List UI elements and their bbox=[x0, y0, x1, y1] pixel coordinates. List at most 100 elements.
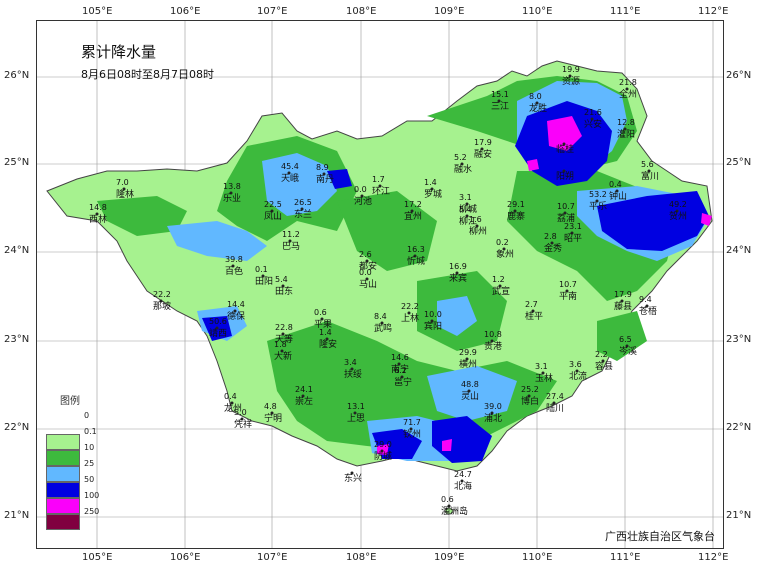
place-name: 浦北 bbox=[484, 414, 503, 424]
rainfall-value: 39.8 bbox=[225, 255, 243, 264]
place-name: 全州 bbox=[619, 90, 638, 100]
legend-item: 10 bbox=[46, 443, 116, 466]
lat-tick-label: 24°N bbox=[726, 245, 752, 256]
legend-value: 0.1 bbox=[84, 427, 97, 436]
place-name: 大新 bbox=[274, 352, 293, 362]
rainfall-value: 1.4 bbox=[424, 178, 437, 187]
place-name: 柳城 bbox=[459, 205, 478, 215]
rainfall-value: 13.8 bbox=[223, 182, 241, 191]
map-subtitle: 8月6日08时至8月7日08时 bbox=[81, 68, 214, 81]
place-name: 扶绥 bbox=[344, 370, 363, 380]
rainfall-value: 0.4 bbox=[224, 392, 237, 401]
rainfall-value: 29.0 bbox=[374, 440, 392, 449]
place-name: 昭平 bbox=[564, 234, 583, 244]
rainfall-value: 0.0 bbox=[354, 185, 367, 194]
rainfall-value: 15.1 bbox=[491, 90, 509, 99]
rainfall-value: 14.6 bbox=[391, 353, 409, 362]
place-name: 融安 bbox=[474, 150, 493, 160]
place-name: 都安 bbox=[359, 262, 378, 272]
lat-tick-label: 23°N bbox=[4, 334, 30, 345]
place-name: 防城 bbox=[374, 452, 393, 462]
place-name: 隆林 bbox=[116, 190, 135, 200]
lon-tick-label: 108°E bbox=[346, 552, 377, 563]
rainfall-value: 53.2 bbox=[589, 190, 607, 199]
lon-tick-label: 109°E bbox=[434, 6, 465, 17]
place-name: 金秀 bbox=[544, 244, 563, 254]
rainfall-value: 21.8 bbox=[619, 78, 637, 87]
lon-tick-label: 105°E bbox=[82, 6, 113, 17]
place-name: 宁明 bbox=[264, 414, 283, 424]
place-name: 兴安 bbox=[584, 120, 603, 130]
map-title: 累计降水量 bbox=[81, 43, 157, 61]
lat-tick-label: 23°N bbox=[726, 334, 752, 345]
place-name: 钦州 bbox=[403, 430, 422, 440]
legend-item: 25 bbox=[46, 459, 116, 482]
place-name: 钟山 bbox=[609, 192, 628, 202]
legend-title: 图例 bbox=[60, 396, 80, 407]
legend-value: 25 bbox=[84, 459, 95, 468]
place-name: 马山 bbox=[359, 280, 378, 290]
legend-swatch bbox=[46, 466, 80, 482]
lat-tick-label: 22°N bbox=[726, 422, 752, 433]
place-name: 武鸣 bbox=[374, 324, 393, 334]
rainfall-value: 1.6 bbox=[469, 215, 482, 224]
rainfall-value: 50.6 bbox=[209, 317, 227, 326]
place-name: 环江 bbox=[372, 187, 391, 197]
place-name: 灵山 bbox=[461, 392, 480, 402]
place-name: 河池 bbox=[354, 197, 373, 207]
lon-tick-label: 107°E bbox=[257, 6, 288, 17]
rainfall-value: 1.2 bbox=[492, 275, 505, 284]
place-name: 岑溪 bbox=[619, 347, 638, 357]
rainfall-value: 22.8 bbox=[275, 323, 293, 332]
place-name: 天等 bbox=[275, 335, 294, 345]
rainfall-value: 2.6 bbox=[359, 250, 372, 259]
rainfall-value: 0.1 bbox=[255, 265, 268, 274]
place-name: 资源 bbox=[562, 77, 581, 87]
legend-item: 0 bbox=[46, 411, 116, 434]
lat-tick-label: 26°N bbox=[4, 70, 30, 81]
rainfall-value: 2.8 bbox=[544, 232, 557, 241]
place-name: 北流 bbox=[569, 372, 588, 382]
place-name: 武宣 bbox=[492, 287, 511, 297]
rainfall-value: 10.0 bbox=[424, 310, 442, 319]
legend-swatch bbox=[46, 434, 80, 450]
rainfall-value: 17.9 bbox=[614, 290, 632, 299]
place-name: 三江 bbox=[491, 102, 510, 112]
place-name: 玉林 bbox=[535, 374, 554, 384]
lon-tick-label: 105°E bbox=[82, 552, 113, 563]
place-name: 涠洲岛 bbox=[441, 507, 469, 517]
rainfall-value: 45.4 bbox=[281, 162, 299, 171]
place-name: 陆川 bbox=[546, 404, 565, 414]
rainfall-value: 29.1 bbox=[507, 200, 525, 209]
lon-tick-label: 111°E bbox=[610, 6, 641, 17]
rainfall-value: 16.3 bbox=[407, 245, 425, 254]
lat-tick-label: 22°N bbox=[4, 422, 30, 433]
rainfall-value: 10.7 bbox=[557, 202, 575, 211]
place-name: 北海 bbox=[454, 482, 473, 492]
rainfall-value: 49.2 bbox=[669, 200, 687, 209]
legend-item: 0.1 bbox=[46, 427, 116, 450]
lat-tick-label: 26°N bbox=[726, 70, 752, 81]
legend-item: 250 bbox=[46, 507, 116, 530]
place-name: 临桂 bbox=[556, 145, 575, 155]
rainfall-value: 14.8 bbox=[89, 203, 107, 212]
lat-tick-label: 25°N bbox=[726, 157, 752, 168]
place-name: 忻城 bbox=[407, 257, 426, 267]
legend-swatch bbox=[46, 514, 80, 530]
rainfall-value: 23.1 bbox=[564, 222, 582, 231]
lon-tick-label: 112°E bbox=[698, 6, 729, 17]
lat-tick-label: 25°N bbox=[4, 157, 30, 168]
place-name: 西林 bbox=[89, 215, 108, 225]
place-name: 隆安 bbox=[319, 340, 338, 350]
rainfall-value: 6.5 bbox=[619, 335, 632, 344]
place-name: 阳朔 bbox=[556, 172, 575, 182]
rainfall-value: 8.9 bbox=[316, 163, 329, 172]
place-name: 罗城 bbox=[424, 190, 443, 200]
map-frame: 累计降水量 8月6日08时至8月7日08时 19.9 资源 21.8 全州 15.1 三江… bbox=[36, 20, 724, 549]
rainfall-value: 10.7 bbox=[559, 280, 577, 289]
rainfall-value: 26.5 bbox=[294, 198, 312, 207]
lon-tick-label: 110°E bbox=[522, 6, 553, 17]
rainfall-value: 0.4 bbox=[609, 180, 622, 189]
lon-tick-label: 110°E bbox=[522, 552, 553, 563]
rainfall-value: 5.4 bbox=[275, 275, 288, 284]
